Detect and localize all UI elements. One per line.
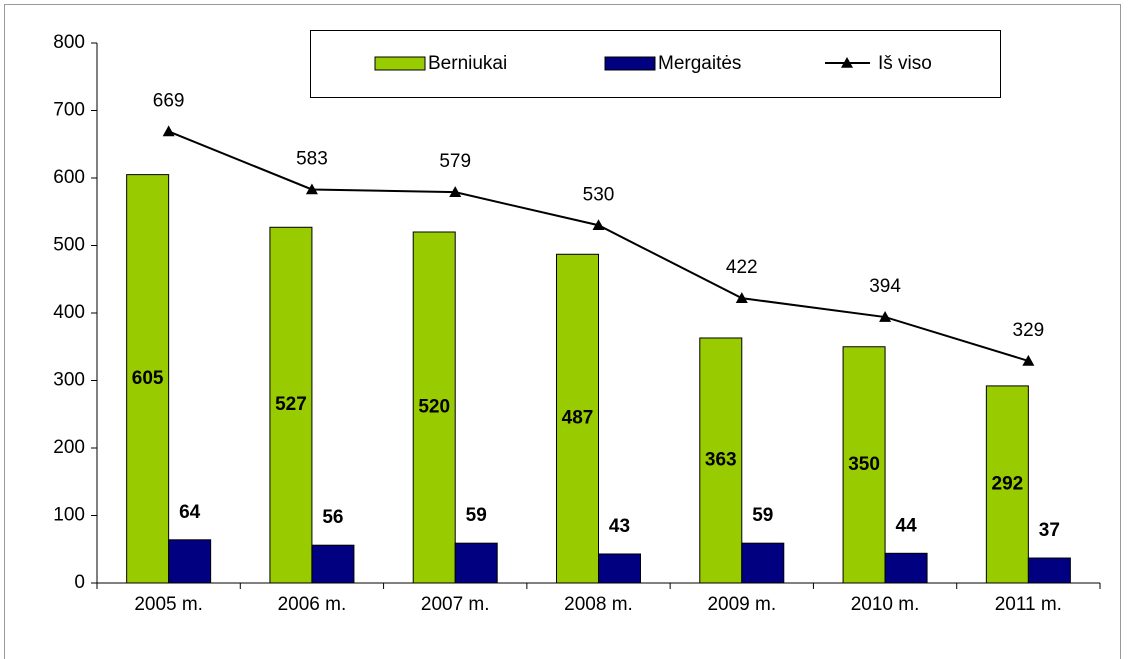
y-tick-label: 700 — [53, 100, 85, 121]
bar — [269, 226, 313, 584]
bar-value-label: 59 — [466, 505, 487, 526]
bar — [884, 552, 928, 584]
line-marker — [735, 292, 748, 303]
y-tick-label: 0 — [74, 572, 85, 593]
y-tick-label: 400 — [53, 302, 85, 323]
bar — [598, 553, 641, 584]
x-tick-label: 2007 m. — [421, 594, 490, 615]
x-tick-label: 2011 m. — [995, 594, 1062, 615]
legend-label: Iš viso — [878, 53, 932, 74]
y-tick-label: 200 — [53, 437, 85, 458]
bar-value-label: 527 — [275, 394, 307, 415]
line-value-label: 394 — [869, 276, 901, 297]
bar — [126, 174, 170, 584]
bar-value-label: 44 — [896, 515, 918, 536]
bar-value-label: 350 — [848, 454, 880, 475]
bar — [454, 542, 498, 584]
bar-value-label: 59 — [752, 505, 773, 526]
bar — [556, 253, 599, 584]
line-marker — [305, 183, 318, 195]
bar — [412, 231, 456, 584]
bar-value-label: 487 — [562, 408, 594, 429]
bar — [741, 542, 785, 584]
legend-swatch — [841, 57, 853, 68]
bar-value-label: 605 — [132, 368, 164, 389]
line-value-label: 422 — [726, 257, 758, 278]
line-marker — [449, 186, 462, 197]
bar-value-label: 363 — [705, 450, 737, 471]
x-tick-label: 2008 m. — [564, 594, 633, 615]
legend-swatch — [604, 56, 656, 71]
line-value-label: 579 — [439, 151, 471, 172]
line-value-label: 669 — [153, 90, 185, 111]
x-tick-label: 2010 m. — [851, 594, 920, 615]
legend-label: Berniukai — [428, 53, 507, 74]
line-marker — [592, 219, 605, 231]
line-marker — [879, 311, 892, 322]
y-tick-label: 500 — [53, 235, 85, 256]
bar-value-label: 37 — [1039, 520, 1060, 541]
bar — [985, 385, 1029, 584]
bar-value-label: 64 — [179, 502, 201, 523]
bar — [842, 346, 886, 584]
x-tick-label: 2006 m. — [278, 594, 347, 615]
bar — [168, 539, 212, 584]
bar — [311, 544, 355, 584]
line-value-label: 583 — [296, 148, 328, 169]
line-marker — [162, 125, 175, 137]
bar-value-label: 56 — [322, 507, 343, 528]
x-tick-label: 2009 m. — [707, 594, 776, 615]
y-tick-label: 600 — [53, 167, 85, 188]
legend-swatch — [374, 56, 426, 71]
y-tick-label: 800 — [53, 32, 85, 53]
line-value-label: 530 — [583, 184, 615, 205]
y-tick-label: 300 — [53, 370, 85, 391]
bar-value-label: 292 — [992, 473, 1024, 494]
bar — [1027, 557, 1071, 584]
x-tick-label: 2005 m. — [134, 594, 203, 615]
bar-value-label: 520 — [418, 397, 450, 418]
bar — [699, 337, 743, 584]
chart-frame — [4, 4, 1121, 659]
line-marker — [1022, 354, 1035, 366]
line-value-label: 329 — [1013, 320, 1045, 341]
legend-label: Mergaitės — [658, 53, 741, 74]
bar-value-label: 43 — [609, 516, 630, 537]
y-tick-label: 100 — [53, 505, 85, 526]
